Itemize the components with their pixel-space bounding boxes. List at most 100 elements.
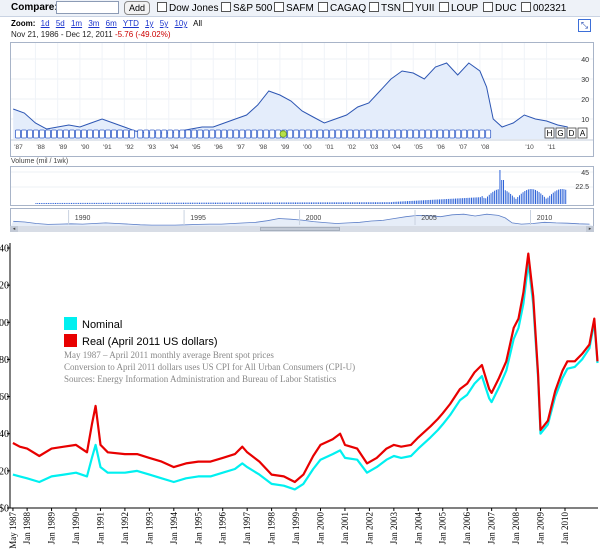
- compare-input[interactable]: [56, 1, 119, 14]
- volume-bar: [103, 202, 104, 204]
- checkbox[interactable]: [221, 2, 231, 12]
- compare-option-tsn[interactable]: TSN: [369, 2, 401, 14]
- volume-bar: [184, 202, 186, 204]
- compare-option-yuii[interactable]: YUII: [403, 2, 434, 14]
- news-flag: [233, 129, 240, 139]
- volume-bar: [463, 198, 465, 204]
- compare-bar: Compare: Add Dow Jones S&P 500 SAFM CAGA…: [0, 0, 600, 17]
- volume-bar: [145, 202, 147, 204]
- volume-bar: [430, 199, 432, 204]
- x-tick-label: '93: [148, 144, 157, 151]
- compare-option-duc[interactable]: DUC: [483, 2, 517, 14]
- zoom-option-all[interactable]: All: [193, 19, 203, 28]
- volume-bar: [446, 199, 448, 204]
- zoom-option-10y[interactable]: 10y: [174, 19, 188, 28]
- volume-bar: [277, 202, 279, 204]
- compare-option-dow-jones[interactable]: Dow Jones: [157, 2, 218, 14]
- volume-bar: [151, 202, 152, 204]
- navigator-year-label: 2005: [421, 215, 437, 222]
- checkbox[interactable]: [274, 2, 284, 12]
- zoom-option-6m[interactable]: 6m: [105, 19, 117, 28]
- volume-bar: [417, 200, 419, 204]
- zoom-option-1m[interactable]: 1m: [70, 19, 83, 28]
- checkbox[interactable]: [369, 2, 379, 12]
- scroll-left-arrow[interactable]: ◂: [10, 226, 18, 232]
- volume-bar: [39, 202, 40, 204]
- volume-bar: [220, 202, 222, 204]
- add-button[interactable]: Add: [124, 1, 150, 15]
- news-flag: [221, 129, 228, 139]
- compare-option-002321[interactable]: 002321: [521, 2, 566, 14]
- zoom-option-ytd[interactable]: YTD: [122, 19, 139, 28]
- volume-bar: [232, 202, 234, 204]
- zoom-option-5d[interactable]: 5d: [55, 19, 65, 28]
- volume-bar: [399, 201, 401, 204]
- x-tick-label: '94: [170, 144, 179, 151]
- flag-letter: A: [580, 129, 586, 138]
- volume-bar: [552, 192, 554, 204]
- volume-bar: [60, 202, 62, 204]
- news-flag: [57, 129, 63, 139]
- x-tick-label: '99: [281, 144, 290, 151]
- checkbox[interactable]: [439, 2, 449, 12]
- compare-option-safm[interactable]: SAFM: [274, 2, 314, 14]
- volume-bar: [300, 202, 302, 204]
- volume-bar: [131, 202, 133, 204]
- volume-bar: [392, 201, 394, 204]
- volume-bar: [357, 202, 359, 204]
- volume-bar: [318, 202, 320, 204]
- zoom-option-5y[interactable]: 5y: [159, 19, 169, 28]
- navigator-area: [11, 214, 593, 226]
- volume-bar: [412, 200, 414, 204]
- checkbox[interactable]: [521, 2, 531, 12]
- zoom-option-3m[interactable]: 3m: [88, 19, 100, 28]
- zoom-option-1y[interactable]: 1y: [145, 19, 154, 28]
- volume-bar: [44, 202, 46, 204]
- x-tick-label: Jan 2010: [560, 512, 570, 545]
- volume-bar: [501, 180, 503, 204]
- scroll-right-arrow[interactable]: ▸: [586, 226, 594, 232]
- volume-bar: [195, 202, 197, 204]
- price-chart[interactable]: H G D A 40 30 20 10 '87 '88 '89 '90 '91 '92 '93 '94 '95 '…: [10, 42, 594, 157]
- flag-d: D: [566, 127, 577, 139]
- zoom-option-1d[interactable]: 1d: [40, 19, 50, 28]
- brent-price-chart-panel: $0 $20 $40 $60 $80 $100 $120 $140 May 1987 Jan 19…: [0, 238, 600, 552]
- scrollbar-thumb[interactable]: [260, 227, 340, 231]
- volume-bar: [238, 202, 240, 204]
- compare-option-loup[interactable]: LOUP: [439, 2, 478, 14]
- news-flag: [197, 129, 204, 139]
- checkbox[interactable]: [318, 2, 328, 12]
- news-flag: [143, 129, 150, 139]
- volume-bar: [211, 202, 213, 204]
- x-tick-label: Jan 1999: [291, 512, 301, 545]
- volume-bar: [328, 202, 330, 204]
- volume-bar: [476, 197, 478, 204]
- compare-option-sp-500[interactable]: S&P 500: [221, 2, 272, 14]
- volume-bar: [385, 202, 387, 204]
- x-tick-label: Jan 2006: [462, 512, 472, 545]
- y-tick-label: $60: [0, 392, 9, 403]
- compare-option-cagaq[interactable]: CAGAQ: [318, 2, 366, 14]
- volume-bar: [439, 199, 440, 204]
- news-flag: [389, 129, 396, 139]
- news-flag: [359, 129, 366, 139]
- news-flag: [203, 129, 210, 139]
- volume-bar: [65, 202, 67, 204]
- compare-label: Compare:: [11, 2, 58, 13]
- x-tick-label: Jan 1998: [267, 512, 277, 545]
- news-flag: [27, 129, 33, 139]
- volume-bar: [431, 199, 433, 204]
- expand-chart-button[interactable]: ⤡: [578, 19, 591, 32]
- volume-bar: [325, 202, 327, 204]
- checkbox[interactable]: [483, 2, 493, 12]
- checkbox[interactable]: [157, 2, 167, 12]
- volume-bar: [330, 202, 332, 204]
- volume-bar: [298, 202, 300, 204]
- news-flag: [117, 129, 123, 139]
- volume-bar: [478, 197, 480, 204]
- volume-bar: [339, 202, 341, 204]
- checkbox[interactable]: [403, 2, 413, 12]
- volume-bar: [127, 202, 129, 204]
- volume-bar: [362, 202, 364, 204]
- navigator-scrollbar[interactable]: ◂ ▸: [10, 226, 594, 232]
